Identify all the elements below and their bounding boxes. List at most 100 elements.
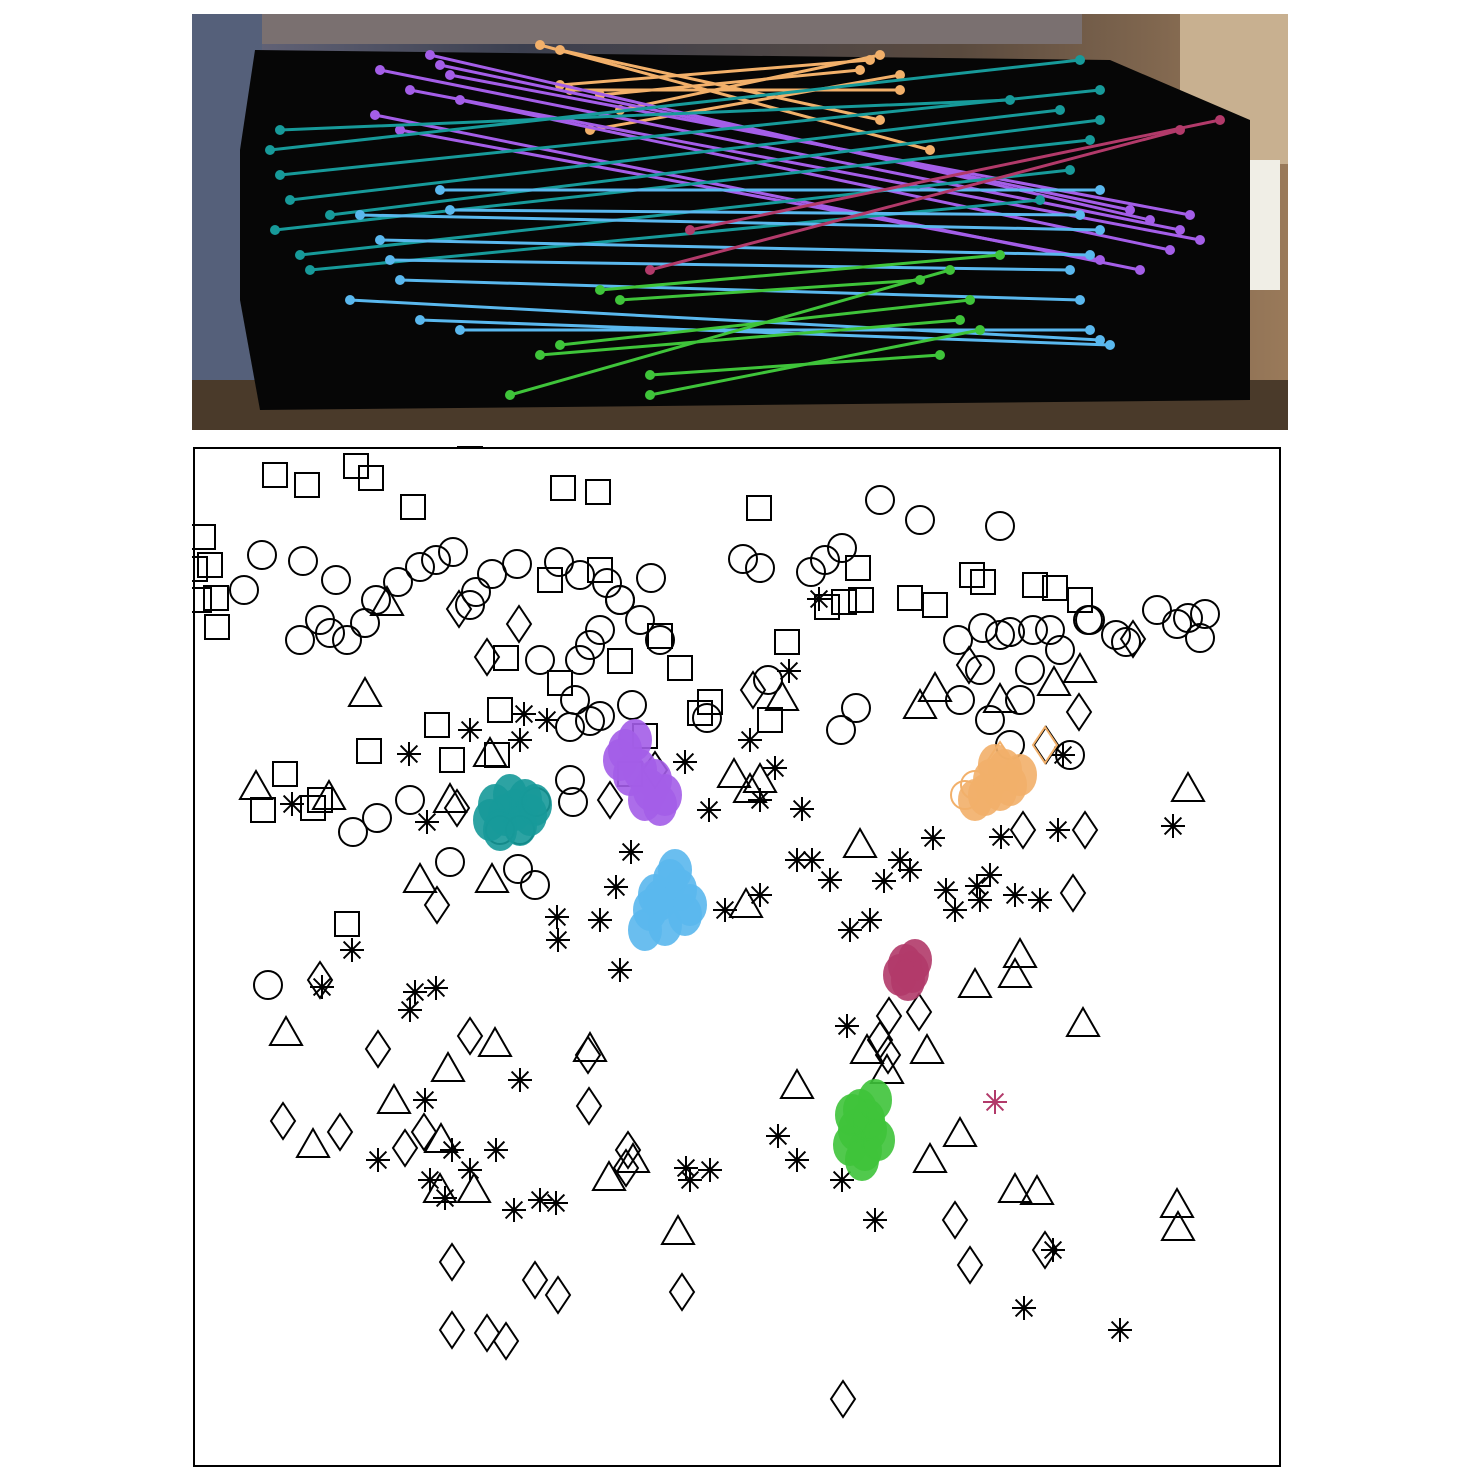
diamond-marker [574,1035,602,1075]
asterisk-marker [413,1088,437,1112]
triangle-marker [295,1126,331,1158]
match-endpoint [935,350,945,360]
match-endpoint [1175,225,1185,235]
square-marker [487,697,513,723]
asterisk-stroke [368,1150,388,1170]
square-marker [774,629,800,655]
square-marker [647,623,673,649]
circle-marker [555,712,585,742]
match-line [598,253,1002,292]
circle-marker [826,715,856,745]
match-endpoint [645,370,655,380]
diamond-marker [423,885,451,925]
square-marker [400,494,426,520]
match-line [538,318,962,357]
asterisk-stroke [621,842,641,862]
asterisk-stroke [610,960,630,980]
asterisk-marker [697,798,721,822]
circle-marker [975,705,1005,735]
cluster-marker [638,874,672,916]
asterisk-marker [983,1090,1007,1114]
scatter-markers [192,446,1220,1419]
asterisk-marker [968,888,992,912]
match-endpoint [1035,195,1045,205]
circle-marker [585,701,615,731]
match-endpoint [1065,165,1075,175]
diamond-marker [596,780,624,820]
triangle-marker [997,1171,1033,1203]
diamond-marker [438,1242,466,1282]
square-marker [334,911,360,937]
match-line [648,328,982,397]
match-endpoint [1055,105,1065,115]
match-endpoint [375,235,385,245]
match-endpoint [1185,210,1195,220]
asterisk-stroke [787,850,807,870]
circle-marker [350,608,380,638]
circle-marker [253,970,283,1000]
asterisk-stroke [936,880,956,900]
triangle-marker [1065,1005,1101,1037]
asterisk-marker [921,826,945,850]
diamond-marker [326,1112,354,1152]
asterisk-stroke [991,827,1011,847]
diamond-marker [410,1112,438,1152]
match-line [558,58,872,87]
square-marker [547,670,573,696]
cluster-marker [518,784,552,826]
match-endpoint [445,205,455,215]
asterisk-stroke [967,876,987,896]
asterisk-stroke [680,1170,700,1190]
match-endpoint [1095,115,1105,125]
asterisk-stroke [1163,816,1183,836]
asterisk-marker [785,1148,809,1172]
asterisk-stroke [985,1092,1005,1112]
match-endpoint [965,295,975,305]
circle-marker [1015,655,1045,685]
cluster-marker [1003,754,1037,796]
triangle-marker [732,771,768,803]
asterisk-stroke [923,828,943,848]
square-marker [192,587,212,613]
asterisk-marker [484,1138,508,1162]
asterisk-marker [763,756,787,780]
diamond-marker [575,1086,603,1126]
circle-marker [1075,605,1105,635]
circle-marker [1018,615,1048,645]
diamond-marker [269,1101,297,1141]
square-marker [203,585,229,611]
asterisk-marker [872,869,896,893]
square-marker [537,567,563,593]
photo-shelf-top [262,14,1082,44]
match-endpoint [270,225,280,235]
match-endpoint [555,45,565,55]
diamond-marker [1009,810,1037,850]
match-endpoint [370,110,380,120]
asterisk-stroke [415,1090,435,1110]
asterisk-stroke [1043,1240,1063,1260]
circle-marker [943,625,973,655]
asterisk-marker [1028,888,1052,912]
diamond-marker [941,1200,969,1240]
asterisk-stroke [417,812,437,832]
match-endpoint [895,85,905,95]
match-endpoint [1075,210,1085,220]
square-marker [1022,572,1048,598]
match-endpoint [455,325,465,335]
asterisk-stroke [400,1000,420,1020]
match-endpoint [375,65,385,75]
asterisk-marker [366,1148,390,1172]
match-endpoint [925,145,935,155]
asterisk-marker [748,788,772,812]
triangle-marker [842,826,878,858]
diamond-marker [829,1379,857,1419]
match-endpoint [535,40,545,50]
asterisk-marker [1012,1296,1036,1320]
match-endpoint [1095,185,1105,195]
asterisk-marker [546,928,570,952]
asterisk-stroke [970,890,990,910]
match-endpoint [415,315,425,325]
circle-marker [435,847,465,877]
square-marker [757,707,783,733]
square-marker [356,738,382,764]
